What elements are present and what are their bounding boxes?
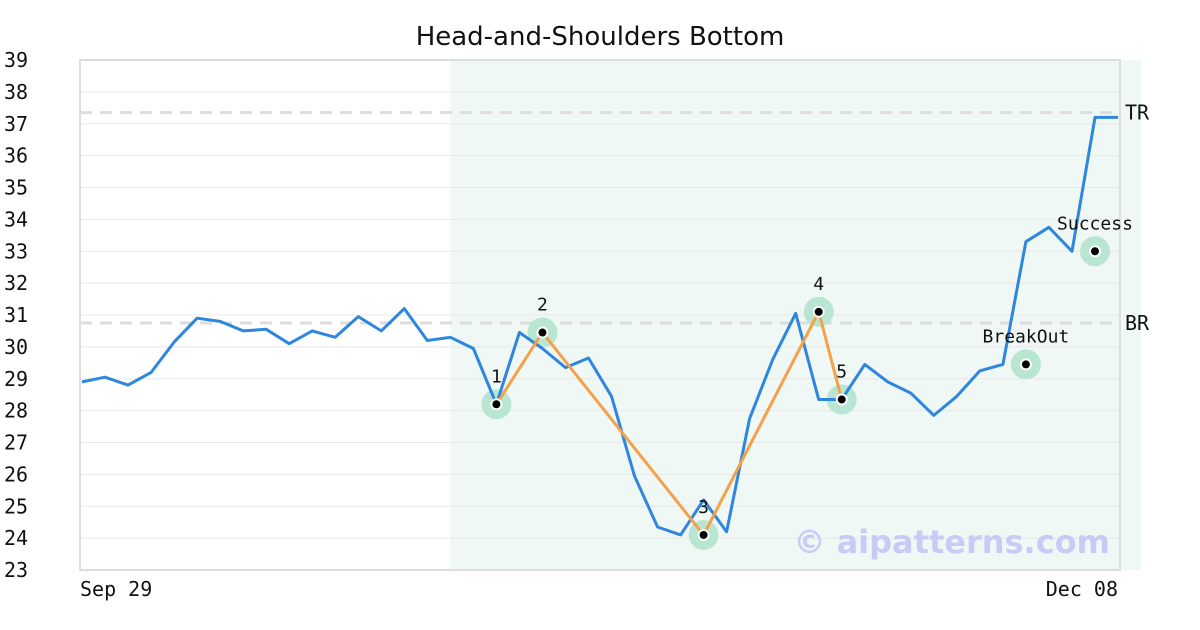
pattern-point-label: 2 <box>537 295 548 316</box>
pattern-point-label: 1 <box>491 366 502 387</box>
point-marker <box>814 307 823 316</box>
signal-label-breakout: BreakOut <box>983 326 1070 347</box>
price-line <box>81 115 1118 537</box>
y-tick-label: 28 <box>4 399 28 423</box>
y-tick-label: 26 <box>4 462 28 486</box>
y-tick-label: 27 <box>4 431 28 455</box>
y-tick-label: 33 <box>4 239 28 263</box>
y-tick-label: 36 <box>4 144 28 168</box>
x-tick-label: Sep 29 <box>80 577 152 601</box>
point-marker <box>1021 360 1030 369</box>
point-marker <box>538 328 547 337</box>
y-tick-label: 29 <box>4 367 28 391</box>
reference-label-tr: TR <box>1125 101 1150 125</box>
pattern-point-label: 4 <box>813 274 824 295</box>
pattern-point-label: 3 <box>698 497 709 518</box>
pattern-point-label: 5 <box>836 361 847 382</box>
point-marker <box>699 530 708 539</box>
y-tick-label: 24 <box>4 526 28 550</box>
x-tick-label: Dec 08 <box>1046 577 1118 601</box>
y-tick-label: 32 <box>4 271 28 295</box>
y-tick-label: 31 <box>4 303 28 327</box>
plot-frame <box>79 59 1121 571</box>
y-tick-label: 23 <box>4 558 28 582</box>
y-tick-label: 37 <box>4 112 28 136</box>
y-tick-label: 35 <box>4 176 28 200</box>
signal-label-success: Success <box>1057 213 1133 234</box>
watermark-text: © aipatterns.com <box>793 523 1110 561</box>
reference-label-br: BR <box>1125 311 1150 335</box>
chart-title: Head-and-Shoulders Bottom <box>415 22 785 52</box>
point-marker <box>492 400 501 409</box>
y-tick-label: 38 <box>4 80 28 104</box>
point-marker <box>837 395 846 404</box>
y-tick-label: 34 <box>4 207 28 231</box>
y-tick-label: 25 <box>4 494 28 518</box>
point-marker <box>1090 247 1099 256</box>
y-tick-label: 39 <box>4 48 28 72</box>
y-tick-label: 30 <box>4 335 28 359</box>
